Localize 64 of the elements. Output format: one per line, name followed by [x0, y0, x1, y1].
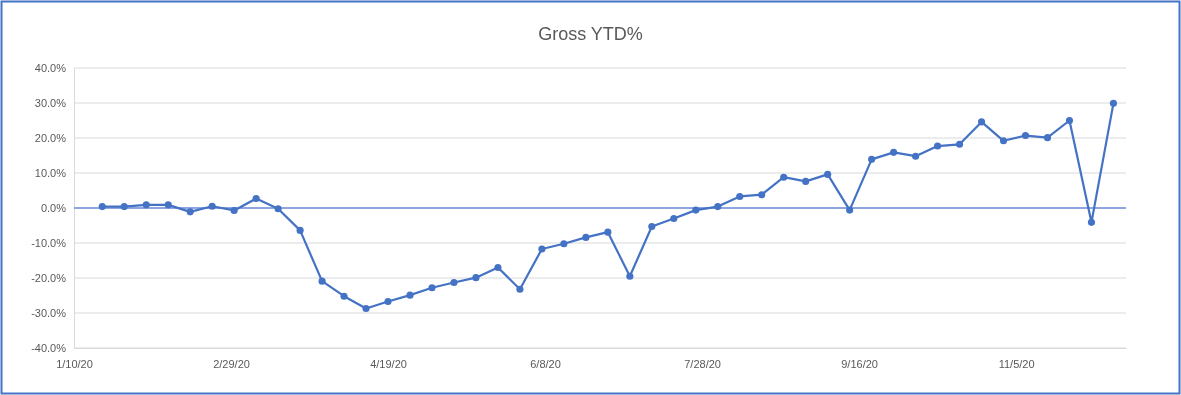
point [1109, 99, 1118, 107]
point [1043, 134, 1052, 142]
y-tick-label: 20.0% [34, 132, 67, 145]
x-tick-label: 4/19/20 [370, 357, 407, 370]
y-tick-label: 10.0% [34, 167, 67, 180]
point [582, 233, 590, 241]
point [164, 201, 172, 209]
point [494, 263, 502, 272]
x-tick-label: 7/28/20 [684, 357, 721, 370]
point [890, 148, 898, 156]
point [802, 177, 810, 185]
point [450, 278, 458, 287]
point [736, 192, 744, 201]
x-tick-label: 1/10/20 [56, 357, 93, 370]
point [296, 226, 304, 234]
point [274, 205, 282, 213]
point [648, 222, 656, 231]
y-tick-label: -30.0% [31, 307, 67, 320]
point [1087, 218, 1096, 226]
point [999, 137, 1008, 145]
x-tick-label: 2/29/20 [213, 357, 250, 370]
x-tick-label: 6/8/20 [530, 357, 561, 370]
point [868, 155, 876, 163]
point [538, 245, 546, 253]
point [670, 214, 678, 223]
point [472, 274, 480, 282]
point [626, 272, 634, 280]
point [516, 285, 524, 293]
point [318, 277, 326, 285]
point [604, 228, 612, 236]
point [934, 142, 942, 150]
point [208, 202, 216, 210]
y-tick-label: 40.0% [34, 62, 67, 75]
point [1065, 116, 1074, 125]
point [714, 203, 722, 211]
y-tick-label: 30.0% [34, 97, 67, 110]
point [142, 201, 150, 209]
chart-title: Gross YTD% [538, 24, 643, 44]
y-tick-label: -40.0% [31, 342, 67, 355]
point [912, 152, 920, 160]
point [560, 240, 568, 248]
point [186, 208, 194, 216]
point [956, 140, 964, 148]
point [230, 206, 238, 215]
x-tick-label: 11/5/20 [998, 357, 1035, 370]
point [824, 170, 832, 178]
point [120, 203, 128, 211]
point [384, 297, 392, 306]
point [98, 203, 106, 211]
y-tick-label: 0.0% [40, 202, 67, 215]
point [1021, 131, 1030, 140]
point [362, 304, 370, 313]
point [977, 118, 986, 126]
x-tick-label: 9/16/20 [841, 357, 878, 370]
point [758, 191, 766, 199]
y-tick-label: -10.0% [31, 237, 67, 250]
point [428, 284, 436, 292]
point [692, 206, 700, 214]
y-tick-label: -20.0% [31, 272, 67, 285]
point [780, 173, 788, 181]
point [252, 194, 260, 203]
point [340, 292, 348, 300]
point [846, 206, 854, 214]
point [406, 291, 414, 299]
